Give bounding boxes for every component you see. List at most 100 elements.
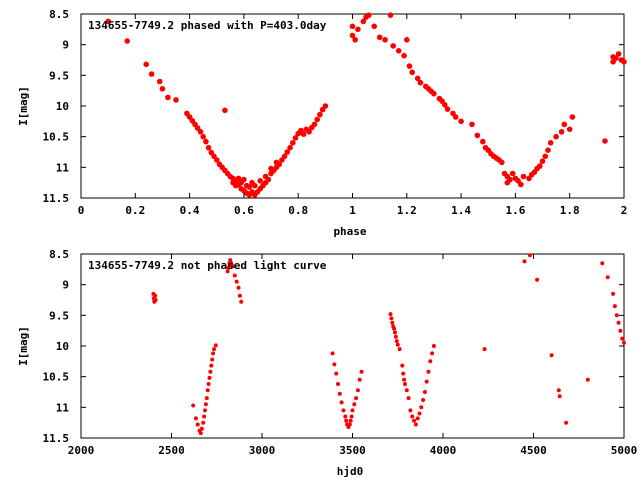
unphased-x-tick-label: 2500 [158,444,185,457]
unphased-data-point [191,403,196,408]
phased-x-tick-label: 1.8 [560,204,580,217]
unphased-data-point [522,259,527,264]
unphased-data-point [614,313,619,318]
phased-data-point [452,114,459,120]
unphased-data-point [349,414,354,419]
unphased-data-point [600,261,605,266]
phased-data-point [480,138,486,145]
phased-data-point [615,51,622,57]
phased-data-point [241,176,247,183]
unphased-data-points [151,253,626,436]
unphased-data-point [204,396,209,401]
unphased-data-point [199,426,204,431]
phased-data-point [311,121,318,128]
phased-data-point [404,37,410,43]
phased-data-point [547,140,554,146]
unphased-data-point [359,369,364,374]
unphased-data-point [203,402,208,407]
phased-x-tick-label: 0.6 [234,204,254,217]
unphased-data-point [482,347,487,352]
unphased-data-point [415,416,420,421]
unphased-data-point [206,382,211,386]
phased-data-point [246,184,253,190]
phased-y-tick-label: 9.5 [49,69,69,82]
phased-data-point [387,12,394,18]
unphased-data-point [611,291,616,296]
phased-data-point [203,138,209,145]
unphased-data-point [348,418,353,423]
phased-data-point [442,102,448,108]
unphased-data-point [557,394,562,399]
phased-data-point [613,55,619,61]
unphased-data-point [236,285,241,290]
phased-data-point [401,52,407,59]
unphased-data-point [208,369,213,374]
unphased-data-point [622,340,626,345]
unphased-data-point [237,293,242,298]
phased-data-point [159,86,166,92]
phased-data-point [156,78,163,85]
phased-y-axis-label: I[mag] [17,86,30,126]
unphased-data-point [388,312,393,317]
phased-data-point [507,176,513,183]
phased-data-point [602,138,608,144]
unphased-chart-title: 134655-7749.2 not phased light curve [88,259,327,272]
unphased-data-point [350,408,355,413]
unphased-data-point [212,347,216,352]
phased-data-point [409,69,416,76]
unphased-data-point [612,304,617,309]
unphased-data-point [339,400,344,405]
unphased-y-tick-label: 11 [56,401,70,414]
unphased-data-point [564,420,569,425]
phased-data-point [306,129,312,135]
phased-data-point [165,94,171,101]
phased-axis-ticks: 0 0.2 0.4 0.6 0.8 1 1.2 1.4 1.6 1.8 2 8.5 9 9.5 10 10.5… [43,8,628,217]
unphased-data-point [393,330,397,335]
phased-data-point [542,153,549,160]
unphased-data-point [400,363,405,368]
phased-data-point [173,97,179,103]
unphased-data-point [527,253,532,258]
phased-data-point [300,131,307,137]
unphased-data-point [430,351,435,356]
phased-data-point [276,161,283,168]
unphased-data-point [390,320,395,325]
unphased-data-point [394,339,399,344]
phased-x-tick-label: 0.4 [180,204,200,217]
phased-x-tick-label: 1.4 [451,204,471,217]
phased-data-point [566,126,573,133]
phased-x-tick-label: 1.6 [505,204,525,217]
unphased-data-point [332,362,337,367]
unphased-x-tick-label: 4500 [520,444,547,457]
phased-data-point [317,111,323,118]
phased-data-point [287,144,293,151]
phased-data-point [197,129,204,135]
phased-data-point [292,135,299,141]
unphased-data-point [207,375,212,380]
phased-data-point [561,121,568,128]
unphased-data-point [337,391,342,396]
unphased-data-point [234,279,239,284]
unphased-data-point [421,398,426,402]
phased-data-point [355,26,361,33]
unphased-data-point [195,422,200,427]
unphased-data-point [618,328,623,333]
phased-data-points [105,12,627,198]
phased-x-tick-label: 0 [78,204,85,217]
unphased-data-point [354,396,359,401]
unphased-y-tick-label: 8.5 [49,248,69,261]
phased-data-point [539,158,546,164]
unphased-data-point [153,298,158,302]
phased-y-tick-label: 11 [56,161,70,174]
phased-x-tick-label: 2 [621,204,628,217]
unphased-data-point [334,371,339,376]
unphased-data-point [620,336,625,341]
unphased-data-point [408,408,413,413]
unphased-data-point [228,258,233,263]
unphased-data-point [556,388,561,393]
phased-chart-title: 134655-7749.2 phased with P=403.0day [88,19,327,32]
phased-data-point [382,37,388,43]
phased-data-point [390,43,397,49]
unphased-data-point [153,293,158,298]
